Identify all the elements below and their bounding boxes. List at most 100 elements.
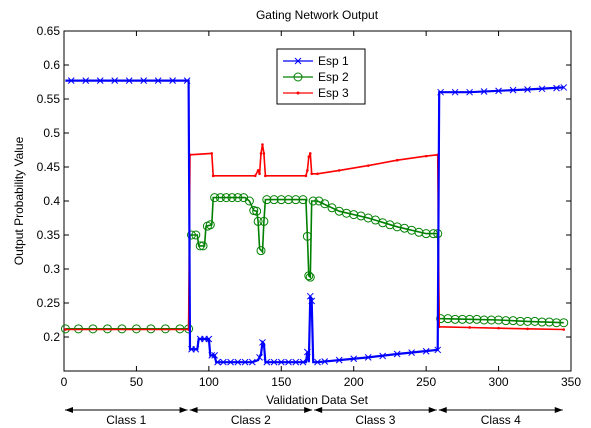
class-annotation: Class 3 [314,407,437,427]
data-point-circle [443,314,453,324]
data-point-circle [515,316,525,326]
data-point-x [214,358,221,366]
data-point-x [480,88,488,95]
data-point-x [335,356,343,364]
arrow-head-left [65,407,73,413]
data-point-x [466,88,473,96]
y-tick-label: 0.3 [43,262,60,276]
arrow-head-right [179,407,188,413]
data-point-circle [210,193,220,203]
data-point-circle [508,316,518,326]
y-tick-label: 0.35 [37,228,61,242]
data-point-x [270,358,278,366]
data-point-circle [349,210,359,220]
data-point-dot [262,152,266,155]
data-point-x [277,358,285,366]
data-point-x [321,358,329,365]
data-point-circle [530,316,540,326]
class-label: Class 2 [231,413,271,427]
data-point-x [553,84,560,92]
data-point-dot [261,143,264,146]
data-point-dot [306,169,309,172]
data-point-dot [259,152,263,155]
data-point-x [509,86,517,94]
class-annotation: Class 4 [438,407,563,427]
data-point-dot [210,152,214,155]
x-tick-label: 100 [199,375,219,389]
data-point-x [192,345,200,353]
data-point-circle [486,315,496,325]
data-point-circle [320,199,330,209]
data-point-dot [316,172,319,176]
data-point-x [285,358,292,366]
data-point-circle [253,216,263,226]
data-point-dot [526,327,529,331]
x-tick-label: 0 [61,375,68,389]
data-point-dot [337,169,341,172]
y-tick-label: 0.6 [43,58,60,72]
arrow-head-left [438,407,447,413]
data-point-circle [537,317,547,327]
data-point-circle [559,318,569,328]
data-point-circle [284,195,294,205]
data-point-circle [501,316,511,326]
y-tick-label: 0.5 [43,126,60,140]
data-point-x [350,355,358,363]
data-point-circle [262,195,272,205]
y-tick-label: 0.2 [43,330,60,344]
data-point-x [67,77,75,84]
x-tick-label: 350 [561,375,581,389]
legend-marker [296,91,300,95]
data-point-dot [211,174,215,178]
data-point-circle [195,241,205,251]
class-annotation: Class 2 [189,407,313,427]
data-point-x [422,347,430,355]
data-point-dot [64,328,67,331]
data-point-dot [497,326,500,330]
legend-item: Esp 2 [283,70,349,84]
data-point-x [125,77,133,84]
class-label: Class 3 [355,413,395,427]
data-point-circle [305,272,315,282]
data-point-circle [465,314,475,324]
data-point-x [495,87,502,95]
data-point-x [393,350,401,358]
arrow-head-right [428,407,437,413]
data-point-circle [450,314,460,324]
data-point-circle [494,315,504,325]
data-point-dot [310,172,314,176]
data-point-x [306,292,314,300]
data-point-dot [253,174,257,178]
data-point-dot [258,172,261,176]
data-point-dot [424,154,428,158]
legend-item: Esp 1 [283,54,349,68]
data-point-x [169,77,176,84]
data-point-x [154,77,162,84]
data-point-circle [304,271,314,281]
data-point-dot [562,328,566,331]
data-point-circle [457,314,467,324]
y-axis: 0.2 0.25 0.3 0.35 0.4 0.45 0.5 0.55 0.6 0.65 [37,24,571,344]
data-point-x [248,358,256,366]
data-point-x [227,358,234,366]
class-label: Class 1 [106,413,146,427]
data-point-x [437,88,444,96]
y-tick-label: 0.65 [37,24,61,38]
data-point-circle [436,314,446,324]
data-point-x [96,77,104,84]
legend-label: Esp 3 [318,86,349,100]
data-point-circle [215,193,225,203]
data-point-circle [186,230,196,240]
data-point-x [299,358,307,366]
data-point-x [241,358,249,366]
data-point-dot [308,152,312,155]
data-point-circle [256,246,266,256]
data-point-x [408,349,416,356]
data-point-dot [264,174,267,178]
y-tick-label: 0.25 [37,296,61,310]
data-point-circle [523,316,533,326]
data-point-circle [191,230,201,240]
legend-marker [293,72,303,82]
data-point-x [82,77,90,84]
y-axis-label: Output Probability Value [12,136,26,265]
